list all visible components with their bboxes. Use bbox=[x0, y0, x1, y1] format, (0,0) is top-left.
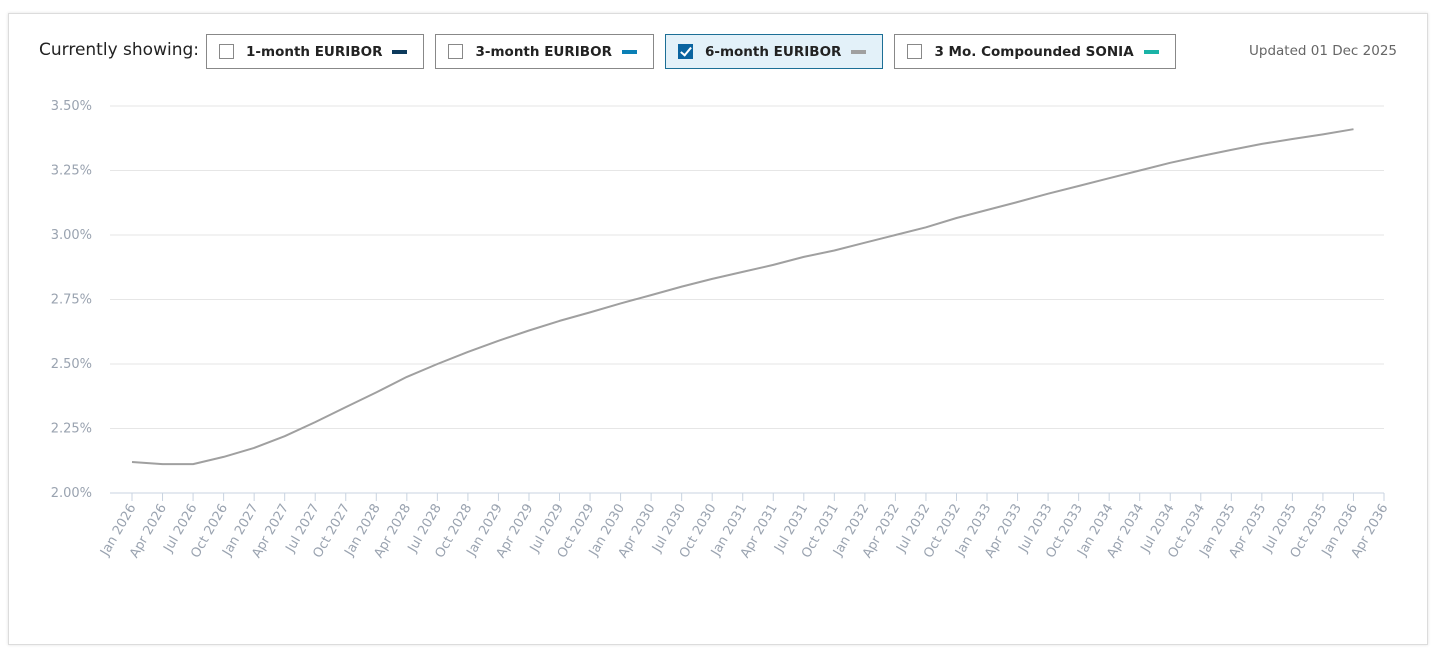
series-toggle[interactable]: 1-month EURIBOR bbox=[206, 34, 425, 69]
y-tick-label: 2.00% bbox=[51, 486, 92, 501]
series-toggles: 1-month EURIBOR 3-month EURIBOR 6-month EU… bbox=[206, 34, 1176, 69]
legend-swatch bbox=[1143, 49, 1159, 54]
checkbox[interactable] bbox=[448, 44, 464, 59]
legend-label: 1-month EURIBOR bbox=[246, 43, 383, 60]
y-tick-label: 2.25% bbox=[51, 422, 92, 437]
series-toggle[interactable]: 3 Mo. Compounded SONIA bbox=[894, 34, 1176, 69]
legend-label: 3-month EURIBOR bbox=[475, 43, 612, 60]
label: Currently showing: bbox=[39, 40, 199, 60]
y-tick-label: 2.75% bbox=[51, 293, 92, 308]
legend-swatch bbox=[851, 49, 867, 54]
checkbox[interactable] bbox=[907, 44, 923, 59]
legend-label: 6-month EURIBOR bbox=[704, 43, 842, 60]
series-line bbox=[131, 128, 1354, 466]
y-tick-label: 3.50% bbox=[51, 99, 92, 114]
series-toggle[interactable]: 3-month EURIBOR bbox=[435, 34, 654, 69]
card: Currently showing: 1-month EURIBOR 3-mont… bbox=[8, 13, 1428, 645]
updated: Updated 01 Dec 2025 bbox=[1249, 43, 1397, 59]
checkbox[interactable] bbox=[677, 44, 693, 59]
y-tick-label: 3.25% bbox=[51, 164, 92, 179]
legend-swatch bbox=[392, 49, 408, 54]
legend-swatch bbox=[621, 49, 637, 54]
series-toggle[interactable]: 6-month EURIBOR bbox=[664, 34, 884, 69]
y-tick-label: 3.00% bbox=[51, 228, 92, 243]
legend-label: 3 Mo. Compounded SONIA bbox=[934, 43, 1134, 60]
y-tick-label: 2.50% bbox=[51, 357, 92, 372]
checkbox[interactable] bbox=[219, 44, 234, 59]
